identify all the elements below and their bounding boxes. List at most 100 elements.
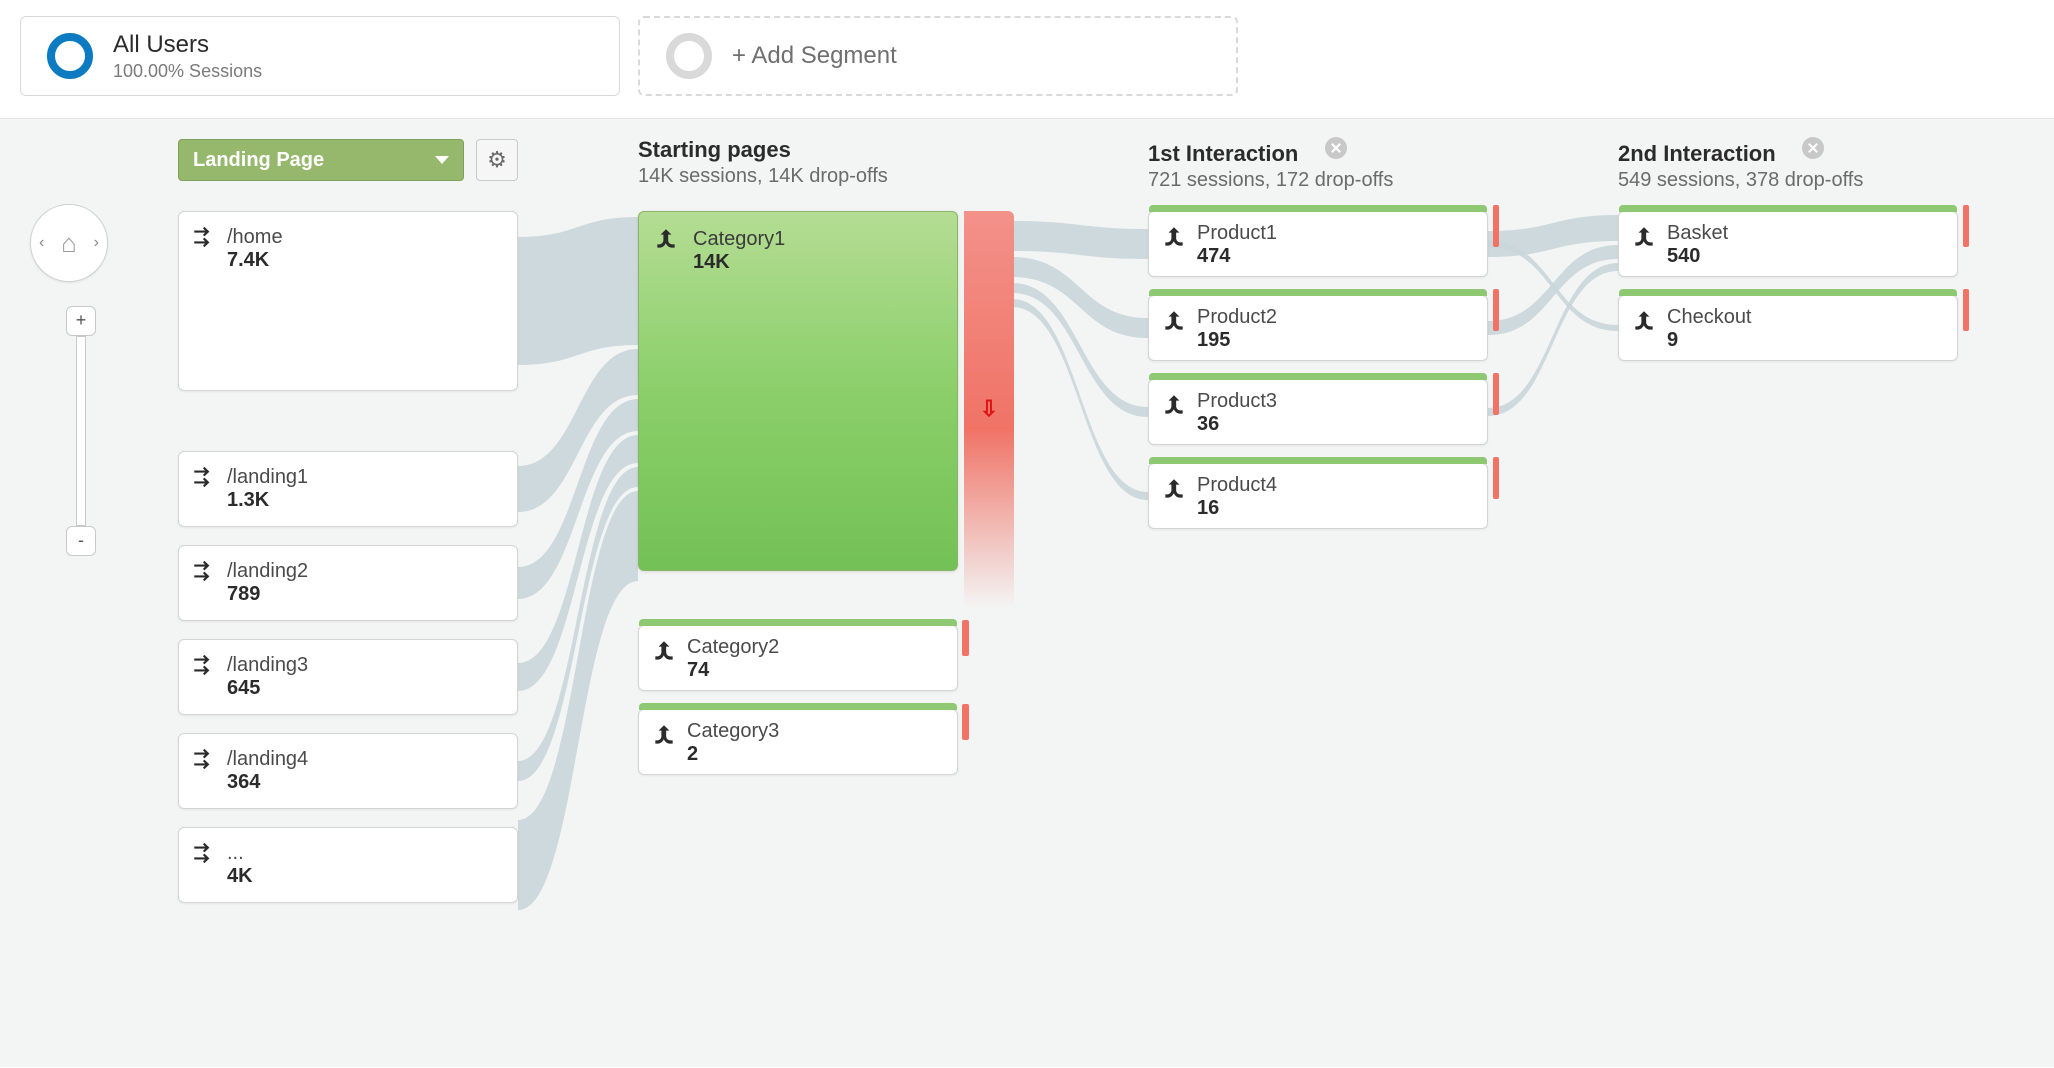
zoom-slider[interactable]	[76, 336, 86, 526]
segment-title: All Users	[113, 31, 262, 59]
landing-node[interactable]: /landing11.3K	[178, 451, 518, 527]
node-label: /landing4	[227, 748, 501, 771]
column-close-button[interactable]	[1325, 137, 1347, 159]
merge-icon	[1161, 392, 1187, 418]
starting-node[interactable]: Category114K	[638, 211, 958, 571]
node-value: 36	[1197, 413, 1471, 436]
merge-icon	[1161, 224, 1187, 250]
node-label: /home	[227, 226, 501, 249]
merge-icon	[653, 226, 679, 257]
node-value: 364	[227, 771, 501, 794]
node-label: Basket	[1667, 222, 1941, 245]
landing-node[interactable]: /landing2789	[178, 545, 518, 621]
dropoff-bar	[962, 704, 969, 740]
node-label: Product1	[1197, 222, 1471, 245]
segment-bar: All Users 100.00% Sessions + Add Segment	[0, 0, 2054, 119]
nav-prev-icon[interactable]: ‹	[39, 234, 44, 252]
segment-subtitle: 100.00% Sessions	[113, 61, 262, 82]
node-value: 540	[1667, 245, 1941, 268]
zoom-in-button[interactable]: +	[66, 306, 96, 336]
first-node[interactable]: Product336	[1148, 379, 1488, 445]
first-node[interactable]: Product2195	[1148, 295, 1488, 361]
traffic-arrows-icon	[191, 746, 217, 772]
nav-next-icon[interactable]: ›	[94, 234, 99, 252]
traffic-arrows-icon	[191, 464, 217, 490]
node-label: Category2	[687, 636, 941, 659]
segment-all-users[interactable]: All Users 100.00% Sessions	[20, 16, 620, 96]
dropoff-bar: ⇩	[964, 211, 1014, 607]
node-label: ...	[227, 842, 501, 865]
node-value: 195	[1197, 329, 1471, 352]
nav-home-button[interactable]: ‹ ⌂ ›	[30, 204, 108, 282]
column-first-interaction: 1st Interaction 721 sessions, 172 drop-o…	[1148, 131, 1488, 903]
column-title: 1st Interaction	[1148, 141, 1298, 167]
merge-icon	[1631, 308, 1657, 334]
first-node[interactable]: Product1474	[1148, 211, 1488, 277]
second-node[interactable]: Basket540	[1618, 211, 1958, 277]
column-subtitle: 721 sessions, 172 drop-offs	[1148, 169, 1488, 192]
merge-icon	[1161, 476, 1187, 502]
node-label: Category3	[687, 720, 941, 743]
merge-icon	[1161, 308, 1187, 334]
dimension-dropdown-label: Landing Page	[193, 149, 324, 172]
node-value: 645	[227, 677, 501, 700]
traffic-arrows-icon	[191, 840, 217, 866]
second-node[interactable]: Checkout9	[1618, 295, 1958, 361]
column-second-interaction: 2nd Interaction 549 sessions, 378 drop-o…	[1618, 131, 1958, 903]
home-icon: ⌂	[61, 228, 77, 259]
starting-node[interactable]: Category274	[638, 625, 958, 691]
column-title: Starting pages	[638, 137, 791, 163]
gear-icon: ⚙	[487, 147, 507, 173]
column-starting: Starting pages 14K sessions, 14K drop-of…	[638, 131, 1028, 903]
node-value: 16	[1197, 497, 1471, 520]
segment-ring-icon	[666, 33, 712, 79]
column-landing: Landing Page ⚙ /home7.4K/landing11.3K/la…	[178, 131, 518, 903]
node-label: Product4	[1197, 474, 1471, 497]
column-title: 2nd Interaction	[1618, 141, 1776, 167]
dropoff-bar	[1493, 373, 1499, 415]
settings-button[interactable]: ⚙	[476, 139, 518, 181]
dropoff-bar	[1963, 289, 1969, 331]
dropoff-bar	[1963, 205, 1969, 247]
first-node[interactable]: Product416	[1148, 463, 1488, 529]
flow-columns: Landing Page ⚙ /home7.4K/landing11.3K/la…	[178, 131, 1958, 903]
node-value: 4K	[227, 865, 501, 888]
landing-node[interactable]: ...4K	[178, 827, 518, 903]
node-value: 1.3K	[227, 489, 501, 512]
node-label: /landing3	[227, 654, 501, 677]
node-label: Product3	[1197, 390, 1471, 413]
landing-node[interactable]: /landing3645	[178, 639, 518, 715]
node-value: 789	[227, 583, 501, 606]
node-value: 474	[1197, 245, 1471, 268]
dropoff-bar	[962, 620, 969, 656]
zoom-out-button[interactable]: -	[66, 526, 96, 556]
node-label: Checkout	[1667, 306, 1941, 329]
dropoff-bar	[1493, 457, 1499, 499]
dropoff-bar	[1493, 205, 1499, 247]
merge-icon	[651, 722, 677, 748]
segment-add-label: + Add Segment	[732, 42, 897, 70]
traffic-arrows-icon	[191, 558, 217, 584]
landing-node[interactable]: /home7.4K	[178, 211, 518, 391]
node-value: 9	[1667, 329, 1941, 352]
node-label: Product2	[1197, 306, 1471, 329]
column-subtitle: 549 sessions, 378 drop-offs	[1618, 169, 1958, 192]
node-label: Category1	[693, 228, 941, 251]
node-label: /landing1	[227, 466, 501, 489]
node-value: 7.4K	[227, 249, 501, 272]
segment-add[interactable]: + Add Segment	[638, 16, 1238, 96]
chevron-down-icon	[435, 156, 449, 164]
node-label: /landing2	[227, 560, 501, 583]
landing-node[interactable]: /landing4364	[178, 733, 518, 809]
node-value: 74	[687, 659, 941, 682]
column-subtitle: 14K sessions, 14K drop-offs	[638, 165, 1028, 188]
traffic-arrows-icon	[191, 652, 217, 678]
merge-icon	[651, 638, 677, 664]
starting-node[interactable]: Category32	[638, 709, 958, 775]
dimension-dropdown[interactable]: Landing Page	[178, 139, 464, 181]
node-value: 2	[687, 743, 941, 766]
node-value: 14K	[693, 251, 941, 274]
flow-canvas[interactable]: ‹ ⌂ › + - Landing Page ⚙	[0, 119, 2054, 1067]
segment-ring-icon	[47, 33, 93, 79]
column-close-button[interactable]	[1802, 137, 1824, 159]
